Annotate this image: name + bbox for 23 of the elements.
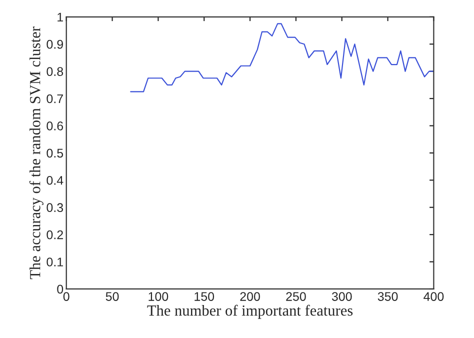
line-series [130, 23, 434, 92]
y-axis-title: The accuracy of the random SVM cluster [29, 26, 44, 280]
y-tick-label: 0.8 [46, 67, 64, 76]
x-tick-label: 150 [194, 292, 214, 301]
x-tick-label: 300 [332, 292, 352, 301]
x-tick-label: 50 [106, 292, 119, 301]
x-tick-label: 400 [424, 292, 444, 301]
y-tick-label: 0.7 [46, 94, 63, 104]
y-tick-label: 0.6 [46, 122, 64, 130]
y-tick-label: 0.9 [46, 40, 63, 49]
x-tick-label: 200 [240, 292, 260, 301]
y-tick-label: 0.3 [46, 203, 64, 212]
y-tick-label: 0.2 [46, 230, 63, 240]
x-tick-label: 250 [286, 292, 306, 301]
y-tick-label: 0.5 [46, 148, 64, 158]
x-tick-label: 0 [63, 292, 70, 301]
y-tick-label: 0.1 [46, 258, 63, 266]
x-tick-label: 100 [148, 292, 168, 301]
y-tick-label: 0 [57, 284, 64, 294]
x-tick-label: 350 [378, 292, 398, 301]
y-tick-label: 0.4 [46, 176, 64, 185]
y-tick-label: 1 [58, 12, 63, 22]
x-axis-title: The number of important features [147, 304, 353, 319]
